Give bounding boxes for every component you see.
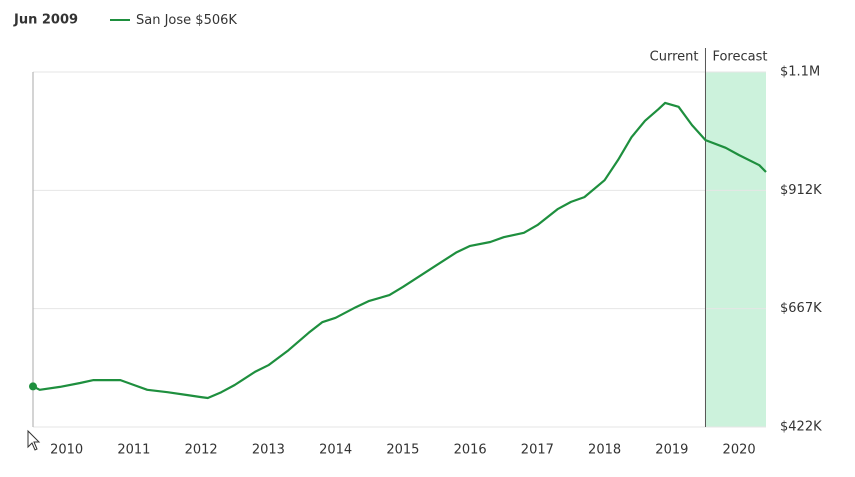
x-tick-label: 2011: [117, 443, 150, 458]
legend-value: $506K: [195, 13, 237, 28]
legend-label: San Jose $506K: [136, 13, 237, 28]
x-tick-label: 2017: [521, 443, 554, 458]
x-tick-label: 2014: [319, 443, 352, 458]
x-tick-label: 2016: [454, 443, 487, 458]
hover-date: Jun 2009: [13, 13, 78, 28]
x-tick-label: 2010: [50, 443, 83, 458]
x-tick-label: 2012: [185, 443, 218, 458]
x-tick-label: 2020: [723, 443, 756, 458]
y-tick-label: $667K: [780, 301, 822, 316]
y-tick-label: $912K: [780, 183, 822, 198]
forecast-label: Forecast: [712, 50, 767, 65]
x-tick-label: 2015: [386, 443, 419, 458]
x-tick-label: 2019: [655, 443, 688, 458]
legend-name: San Jose: [136, 13, 191, 28]
series-line: [32, 101, 767, 400]
hover-dot: [29, 382, 37, 391]
forecast-band: [705, 72, 766, 427]
x-tick-label: 2013: [252, 443, 285, 458]
current-label: Current: [650, 50, 699, 65]
y-tick-label: $1.1M: [780, 65, 820, 80]
y-tick-label: $422K: [780, 420, 822, 435]
cursor: [27, 429, 41, 451]
x-tick-label: 2018: [588, 443, 621, 458]
